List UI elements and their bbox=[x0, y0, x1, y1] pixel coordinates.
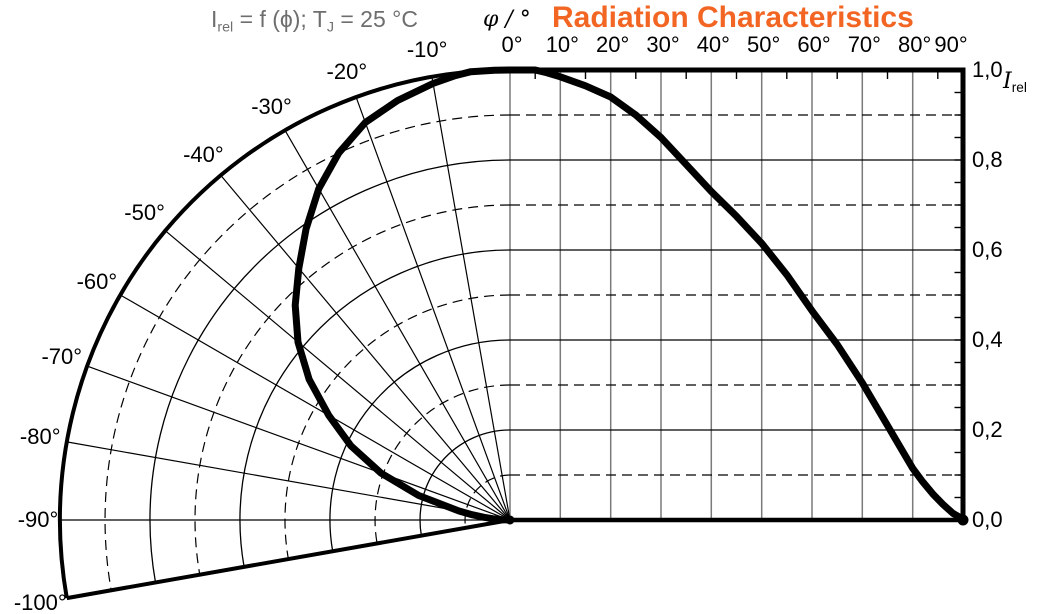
phi-axis-title: φ / ° bbox=[483, 7, 531, 32]
right-axis-tick-label: 0,2 bbox=[972, 417, 1003, 442]
polar-angle-tick-label: -10° bbox=[406, 37, 448, 63]
polar-angle-tick-label: -80° bbox=[19, 424, 61, 450]
top-axis-tick-label: 30° bbox=[646, 32, 680, 57]
top-axis-tick-label: 40° bbox=[696, 32, 730, 57]
top-axis-tick-label: 80° bbox=[898, 32, 932, 57]
top-axis-tick-label: 20° bbox=[596, 32, 630, 57]
right-axis-tick-label: 0,4 bbox=[972, 327, 1003, 352]
polar-arc-gridlines bbox=[104, 114, 511, 591]
polar-sector-edge-minus-100 bbox=[66, 518, 511, 601]
polar-outer-arc bbox=[58, 68, 511, 599]
polar-angle-tick-label: -60° bbox=[76, 268, 118, 294]
right-axis-tick-label: 0,6 bbox=[972, 237, 1003, 262]
irel-axis-title: Irel bbox=[1003, 69, 1027, 96]
polar-angle-tick-label: -100° bbox=[13, 589, 67, 614]
polar-angle-tick-label: -90° bbox=[17, 507, 59, 532]
right-axis-tick-label: 0,8 bbox=[972, 147, 1003, 172]
polar-radial-gridlines bbox=[60, 76, 511, 521]
polar-angle-tick-label: -50° bbox=[124, 200, 165, 226]
cartesian-horizontal-gridlines bbox=[510, 114, 963, 476]
radiation-curve bbox=[291, 66, 969, 526]
chart-condition-subtitle: Irel = f (ϕ); TJ = 25 °C bbox=[211, 6, 418, 36]
polar-angle-tick-label: -30° bbox=[251, 93, 292, 119]
polar-angle-tick-label: -20° bbox=[326, 58, 368, 84]
polar-angle-tick-label: -70° bbox=[41, 343, 83, 369]
chart-main-title: Radiation Characteristics bbox=[552, 1, 914, 34]
top-axis-tick-label: 90° bbox=[934, 32, 968, 57]
top-axis-tick-label: 60° bbox=[797, 32, 831, 57]
top-axis-tick-label: 70° bbox=[847, 32, 881, 57]
top-axis-tick-label: 50° bbox=[747, 32, 781, 57]
top-axis-tick-label: 10° bbox=[545, 32, 579, 57]
right-axis-tick-label: 0,0 bbox=[972, 507, 1003, 532]
minor-ticks bbox=[534, 70, 963, 499]
top-axis-tick-label: 0° bbox=[501, 32, 523, 57]
curve-origin-dot bbox=[505, 515, 515, 525]
polar-angle-tick-label: -40° bbox=[183, 141, 224, 167]
right-axis-tick-label: 1,0 bbox=[972, 57, 1003, 82]
curve-endpoint-dot bbox=[957, 514, 969, 526]
